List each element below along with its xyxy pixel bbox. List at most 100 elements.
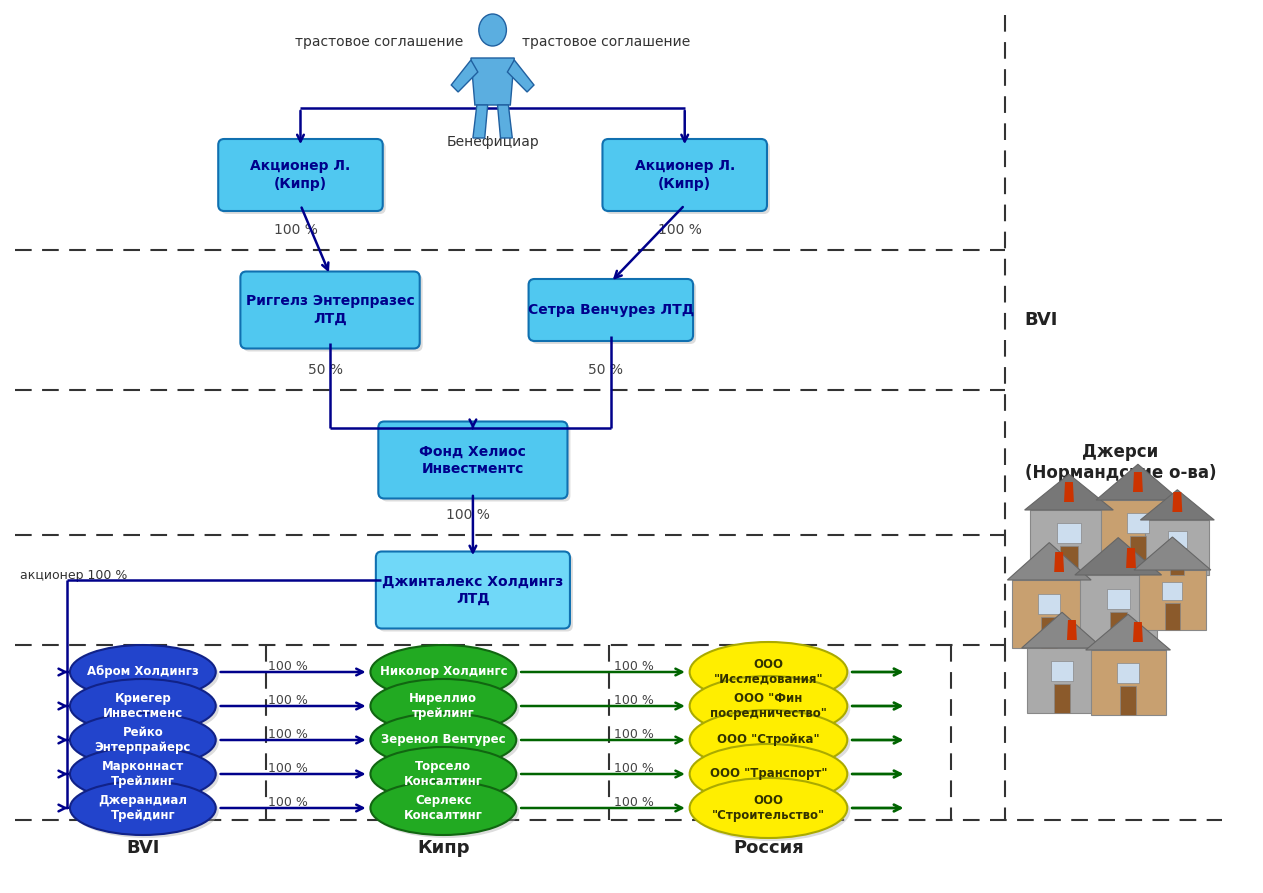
Ellipse shape (692, 747, 850, 807)
Ellipse shape (370, 747, 517, 801)
Ellipse shape (692, 781, 850, 841)
Text: Бенефициар: Бенефициар (446, 135, 539, 149)
Bar (1130, 536, 1146, 565)
Text: BVI: BVI (126, 839, 159, 857)
Text: Сетра Венчурез ЛТД: Сетра Венчурез ЛТД (528, 303, 693, 317)
Text: Торсело
Консалтинг: Торсело Консалтинг (404, 760, 482, 788)
Polygon shape (1075, 538, 1162, 575)
Text: 100 %: 100 % (614, 797, 653, 809)
Polygon shape (1133, 472, 1143, 492)
FancyBboxPatch shape (221, 142, 385, 214)
Bar (1029, 510, 1109, 575)
Text: Зеренол Вентурес: Зеренол Вентурес (381, 733, 505, 747)
Bar (1146, 520, 1210, 575)
Text: Джерандиал
Трейдинг: Джерандиал Трейдинг (99, 794, 187, 822)
Bar (1091, 650, 1166, 715)
Ellipse shape (374, 682, 519, 736)
Ellipse shape (690, 710, 847, 770)
Text: Рейко
Энтерпрайерс: Рейко Энтерпрайерс (95, 726, 191, 754)
Text: 100 %: 100 % (268, 763, 308, 775)
Ellipse shape (73, 716, 218, 770)
Bar (1080, 575, 1157, 643)
Ellipse shape (370, 713, 517, 767)
Text: Россия: Россия (733, 839, 803, 857)
Polygon shape (1127, 548, 1135, 568)
Text: 100 %: 100 % (614, 763, 653, 775)
FancyBboxPatch shape (529, 279, 693, 341)
Text: 100 %: 100 % (268, 729, 308, 741)
FancyBboxPatch shape (381, 424, 571, 502)
Text: Джерси
(Нормандские о-ва): Джерси (Нормандские о-ва) (1024, 443, 1216, 482)
Text: 100 %: 100 % (268, 661, 308, 673)
Bar (1120, 686, 1137, 715)
Bar (1038, 594, 1061, 614)
Text: 100 %: 100 % (614, 661, 653, 673)
Polygon shape (1067, 620, 1077, 640)
Text: Фонд Хелиос
Инвестментс: Фонд Хелиос Инвестментс (419, 445, 527, 476)
Text: 100 %: 100 % (274, 223, 317, 237)
Polygon shape (1172, 492, 1182, 512)
Polygon shape (1140, 489, 1214, 520)
Text: 100 %: 100 % (614, 729, 653, 741)
FancyBboxPatch shape (240, 271, 419, 348)
Text: Джинталекс Холдингз
ЛТД: Джинталекс Холдингз ЛТД (383, 574, 563, 605)
Ellipse shape (73, 784, 218, 838)
Ellipse shape (374, 784, 519, 838)
Bar (1164, 603, 1180, 630)
Polygon shape (1022, 613, 1103, 648)
FancyBboxPatch shape (218, 139, 383, 211)
Bar (1055, 684, 1070, 713)
Bar (1168, 531, 1187, 547)
Text: Николор Холдингс: Николор Холдингс (380, 665, 508, 679)
Polygon shape (1008, 543, 1091, 580)
FancyBboxPatch shape (602, 139, 767, 211)
Text: 50 %: 50 % (589, 363, 624, 377)
FancyBboxPatch shape (532, 282, 696, 344)
Bar (1027, 648, 1098, 713)
Polygon shape (1063, 482, 1074, 502)
FancyBboxPatch shape (605, 142, 770, 214)
Text: Абром Холдингз: Абром Холдингз (87, 665, 198, 679)
Text: 100 %: 100 % (614, 695, 653, 707)
Polygon shape (498, 105, 513, 138)
Text: трастовое соглашение: трастовое соглашение (294, 35, 464, 49)
Bar (1101, 500, 1175, 565)
Ellipse shape (692, 713, 850, 773)
Ellipse shape (370, 679, 517, 733)
FancyBboxPatch shape (376, 552, 570, 629)
Text: Риггелз Энтерпразес
ЛТД: Риггелз Энтерпразес ЛТД (246, 295, 414, 326)
Text: ООО
"Строительство": ООО "Строительство" (712, 794, 825, 822)
Text: ООО "Стройка": ООО "Стройка" (717, 733, 820, 747)
Text: Криегер
Инвестменс: Криегер Инвестменс (102, 692, 183, 720)
Bar (1171, 550, 1185, 575)
Text: трастовое соглашение: трастовое соглашение (522, 35, 691, 49)
Text: акционер 100 %: акционер 100 % (20, 569, 128, 581)
Text: Акционер Л.
(Кипр): Акционер Л. (Кипр) (250, 159, 351, 190)
Polygon shape (1024, 474, 1113, 510)
Text: Нирeллио
трейлинг: Нирeллио трейлинг (409, 692, 477, 720)
Polygon shape (1133, 622, 1143, 642)
Text: 100 %: 100 % (268, 695, 308, 707)
Polygon shape (1086, 614, 1171, 650)
Text: BVI: BVI (1024, 311, 1058, 329)
Text: Кипр: Кипр (417, 839, 470, 857)
Bar (1139, 570, 1206, 630)
Ellipse shape (374, 716, 519, 770)
Ellipse shape (692, 645, 850, 705)
Ellipse shape (73, 648, 218, 702)
Bar (1162, 582, 1182, 600)
Text: Кипр: Кипр (1024, 581, 1077, 599)
Ellipse shape (690, 676, 847, 736)
Polygon shape (1134, 537, 1211, 570)
Bar (1116, 663, 1139, 682)
Text: ООО "Транспорт": ООО "Транспорт" (710, 767, 827, 780)
Ellipse shape (73, 682, 218, 736)
Ellipse shape (690, 778, 847, 838)
Text: 100 %: 100 % (446, 508, 490, 522)
Ellipse shape (73, 750, 218, 804)
Ellipse shape (370, 645, 517, 699)
Polygon shape (451, 60, 477, 92)
Ellipse shape (69, 781, 216, 835)
Ellipse shape (69, 747, 216, 801)
Bar (1041, 617, 1057, 648)
